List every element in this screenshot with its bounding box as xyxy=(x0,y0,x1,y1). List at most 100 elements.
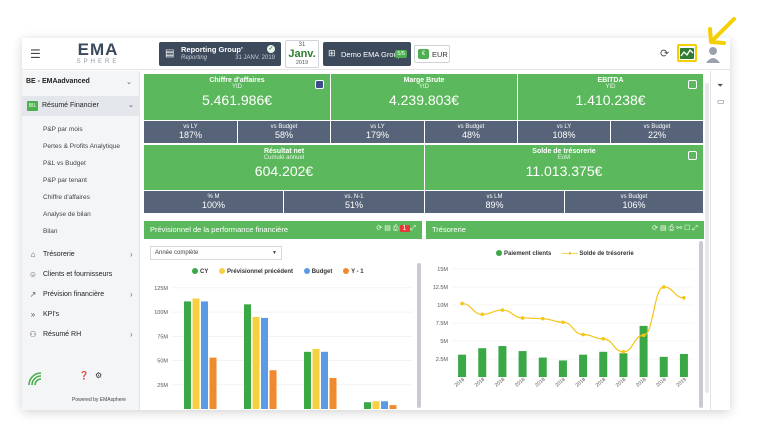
sidebar-subitem[interactable]: P&P par mois xyxy=(43,126,83,133)
company-selector[interactable]: BE - EMAadvanced xyxy=(26,78,90,85)
legend-item[interactable]: Y - 1 xyxy=(343,268,364,275)
x-tick-label: 2018 xyxy=(554,377,567,389)
point-solde-tresorerie xyxy=(621,350,626,354)
group-name: Demo EMA Group xyxy=(341,50,402,59)
link-icon[interactable]: ⚯ xyxy=(676,225,685,232)
settings-icon[interactable]: ⚙ xyxy=(95,371,103,380)
period-select[interactable]: Année complète ▼ xyxy=(150,246,282,260)
expand-icon[interactable]: ⤢ xyxy=(692,225,700,232)
bar-paiement-clients xyxy=(599,351,608,377)
kpi-sub: YtD xyxy=(605,84,616,90)
report-selector[interactable]: ▤ Reporting Group' Reporting 31 JANV. 20… xyxy=(159,42,281,66)
dashboard-chart-button[interactable] xyxy=(677,44,697,62)
y-tick-label: 2.5M xyxy=(436,357,449,363)
x-tick-label: 2018 xyxy=(635,377,648,389)
currency-selector[interactable]: € EUR xyxy=(414,45,450,63)
panel-scrollbar[interactable] xyxy=(417,263,421,408)
sidebar-item-tresorerie[interactable]: ⌂ Trésorerie › xyxy=(22,247,140,263)
sidebar-subitem[interactable]: Analyse de bilan xyxy=(43,211,91,218)
display-icon[interactable]: ▭ xyxy=(717,97,725,106)
logo: EMA SPHERE xyxy=(70,41,126,66)
menu-icon[interactable]: ☰ xyxy=(30,47,41,61)
point-solde-tresorerie xyxy=(601,337,606,341)
point-solde-tresorerie xyxy=(682,296,686,300)
bar-pr-visionnel-pr-c-dent xyxy=(252,316,260,409)
bar-budget xyxy=(201,301,208,409)
hierarchy-icon: ⊞ xyxy=(328,48,336,58)
legend-line-icon: —●— xyxy=(562,250,578,257)
group-selector[interactable]: ⊞ Demo EMA Group 5/5 xyxy=(323,42,411,66)
bar-cy xyxy=(364,402,371,409)
y-tick-label: 7.5M xyxy=(436,321,449,327)
x-tick-label: 2018 xyxy=(514,377,527,389)
legend-item[interactable]: Paiement clients xyxy=(496,250,551,257)
kpi-value: 1.410.238€ xyxy=(575,92,646,108)
x-tick-label: 2018 xyxy=(474,377,487,389)
y-tick-label: 12.5M xyxy=(433,285,449,291)
bar-paiement-clients xyxy=(558,360,567,377)
help-icon[interactable]: ❓ xyxy=(79,371,89,380)
refresh-icon[interactable]: ⟳ xyxy=(652,225,660,232)
sidebar-item-resume-rh[interactable]: ⚇ Résumé RH › xyxy=(22,327,140,343)
export-icon[interactable]: ▤ xyxy=(660,225,669,232)
bar-cy xyxy=(244,304,251,409)
sidebar-subitem[interactable]: P&P par tenant xyxy=(43,177,87,184)
cmp-label: vs LY xyxy=(556,124,572,130)
kpi-title: Résultat net xyxy=(263,148,305,155)
comment-icon[interactable]: 1 xyxy=(400,225,411,232)
logo-sub: SPHERE xyxy=(76,59,120,65)
sidebar-subitem[interactable]: Pertes & Profits Analytique xyxy=(43,143,120,150)
chart-legend: Paiement clients —●— Solde de trésorerie xyxy=(496,250,643,257)
legend-item[interactable]: Prévisionnel précédent xyxy=(219,268,293,275)
period-calendar[interactable]: 31 Janv. 2019 xyxy=(285,40,319,68)
legend-dot xyxy=(192,268,198,274)
main-scrollbar[interactable] xyxy=(705,83,709,393)
x-tick-label: 2019 xyxy=(675,377,688,389)
legend-item[interactable]: Budget xyxy=(303,268,332,275)
sidebar-subitem[interactable]: Bilan xyxy=(43,228,58,235)
kpi-checkbox[interactable] xyxy=(688,80,697,89)
sidebar-item-prevision[interactable]: ↗ Prévision financière › xyxy=(22,287,140,303)
chart-legend: CY Prévisionnel précédent Budget Y - 1 xyxy=(192,268,373,275)
select-value: Année complète xyxy=(155,250,199,256)
cmp-value: 179% xyxy=(365,130,390,140)
export-icon[interactable]: ▤ xyxy=(384,225,393,232)
print-icon[interactable]: ⎙ xyxy=(392,225,401,232)
refresh-icon[interactable]: ⟳ xyxy=(376,225,385,232)
refresh-icon[interactable]: ⟳ xyxy=(660,48,670,60)
kpi-sub: YtD xyxy=(418,84,429,90)
comment-icon[interactable]: ☐ xyxy=(684,225,693,232)
double-chevron-icon: » xyxy=(30,310,36,319)
bar-y-1 xyxy=(269,370,277,409)
bar-paiement-clients xyxy=(538,357,547,377)
calendar-month: Janv. xyxy=(288,48,316,60)
legend-item[interactable]: CY xyxy=(192,268,208,275)
calendar-year: 2019 xyxy=(295,60,309,66)
cmp-value: 187% xyxy=(178,130,203,140)
kpi-checkbox[interactable] xyxy=(315,80,324,89)
cmp-label: vs LY xyxy=(183,124,198,130)
y-tick-label: 75M xyxy=(157,334,168,340)
chevron-down-icon[interactable]: ⌄ xyxy=(126,79,132,86)
sidebar-subitem[interactable]: P&L vs Budget xyxy=(43,160,86,167)
kpi-value: 5.461.986€ xyxy=(201,92,273,108)
filter-icon[interactable]: ⏷ xyxy=(717,81,724,90)
legend-item[interactable]: —●— Solde de trésorerie xyxy=(562,251,634,257)
app-window: ☰ EMA SPHERE ▤ Reporting Group' Reportin… xyxy=(22,38,730,410)
panel-scrollbar[interactable] xyxy=(699,241,703,408)
print-icon[interactable]: ⎙ xyxy=(668,225,677,232)
sidebar-item-resume-financier[interactable]: BIL Résumé Financier ⌄ xyxy=(22,96,140,116)
emasphere-logo-icon xyxy=(28,372,42,386)
report-subtitle: Reporting xyxy=(181,55,208,61)
right-rail: ⏷ ▭ xyxy=(710,71,730,410)
kpi-checkbox[interactable] xyxy=(688,151,697,160)
sidebar-item-label: Résumé Financier xyxy=(42,102,99,109)
expand-icon[interactable]: ⤢ xyxy=(410,225,418,232)
bar-budget xyxy=(321,351,328,409)
kpi-sub: EoM xyxy=(557,155,571,161)
x-tick-label: 2018 xyxy=(454,377,467,389)
sidebar-item-clients[interactable]: ☺ Clients et fournisseurs xyxy=(22,267,140,283)
user-avatar[interactable] xyxy=(705,45,721,63)
sidebar-subitem[interactable]: Chiffre d'affaires xyxy=(43,194,90,201)
sidebar-item-kpis[interactable]: » KPI's xyxy=(22,307,140,323)
